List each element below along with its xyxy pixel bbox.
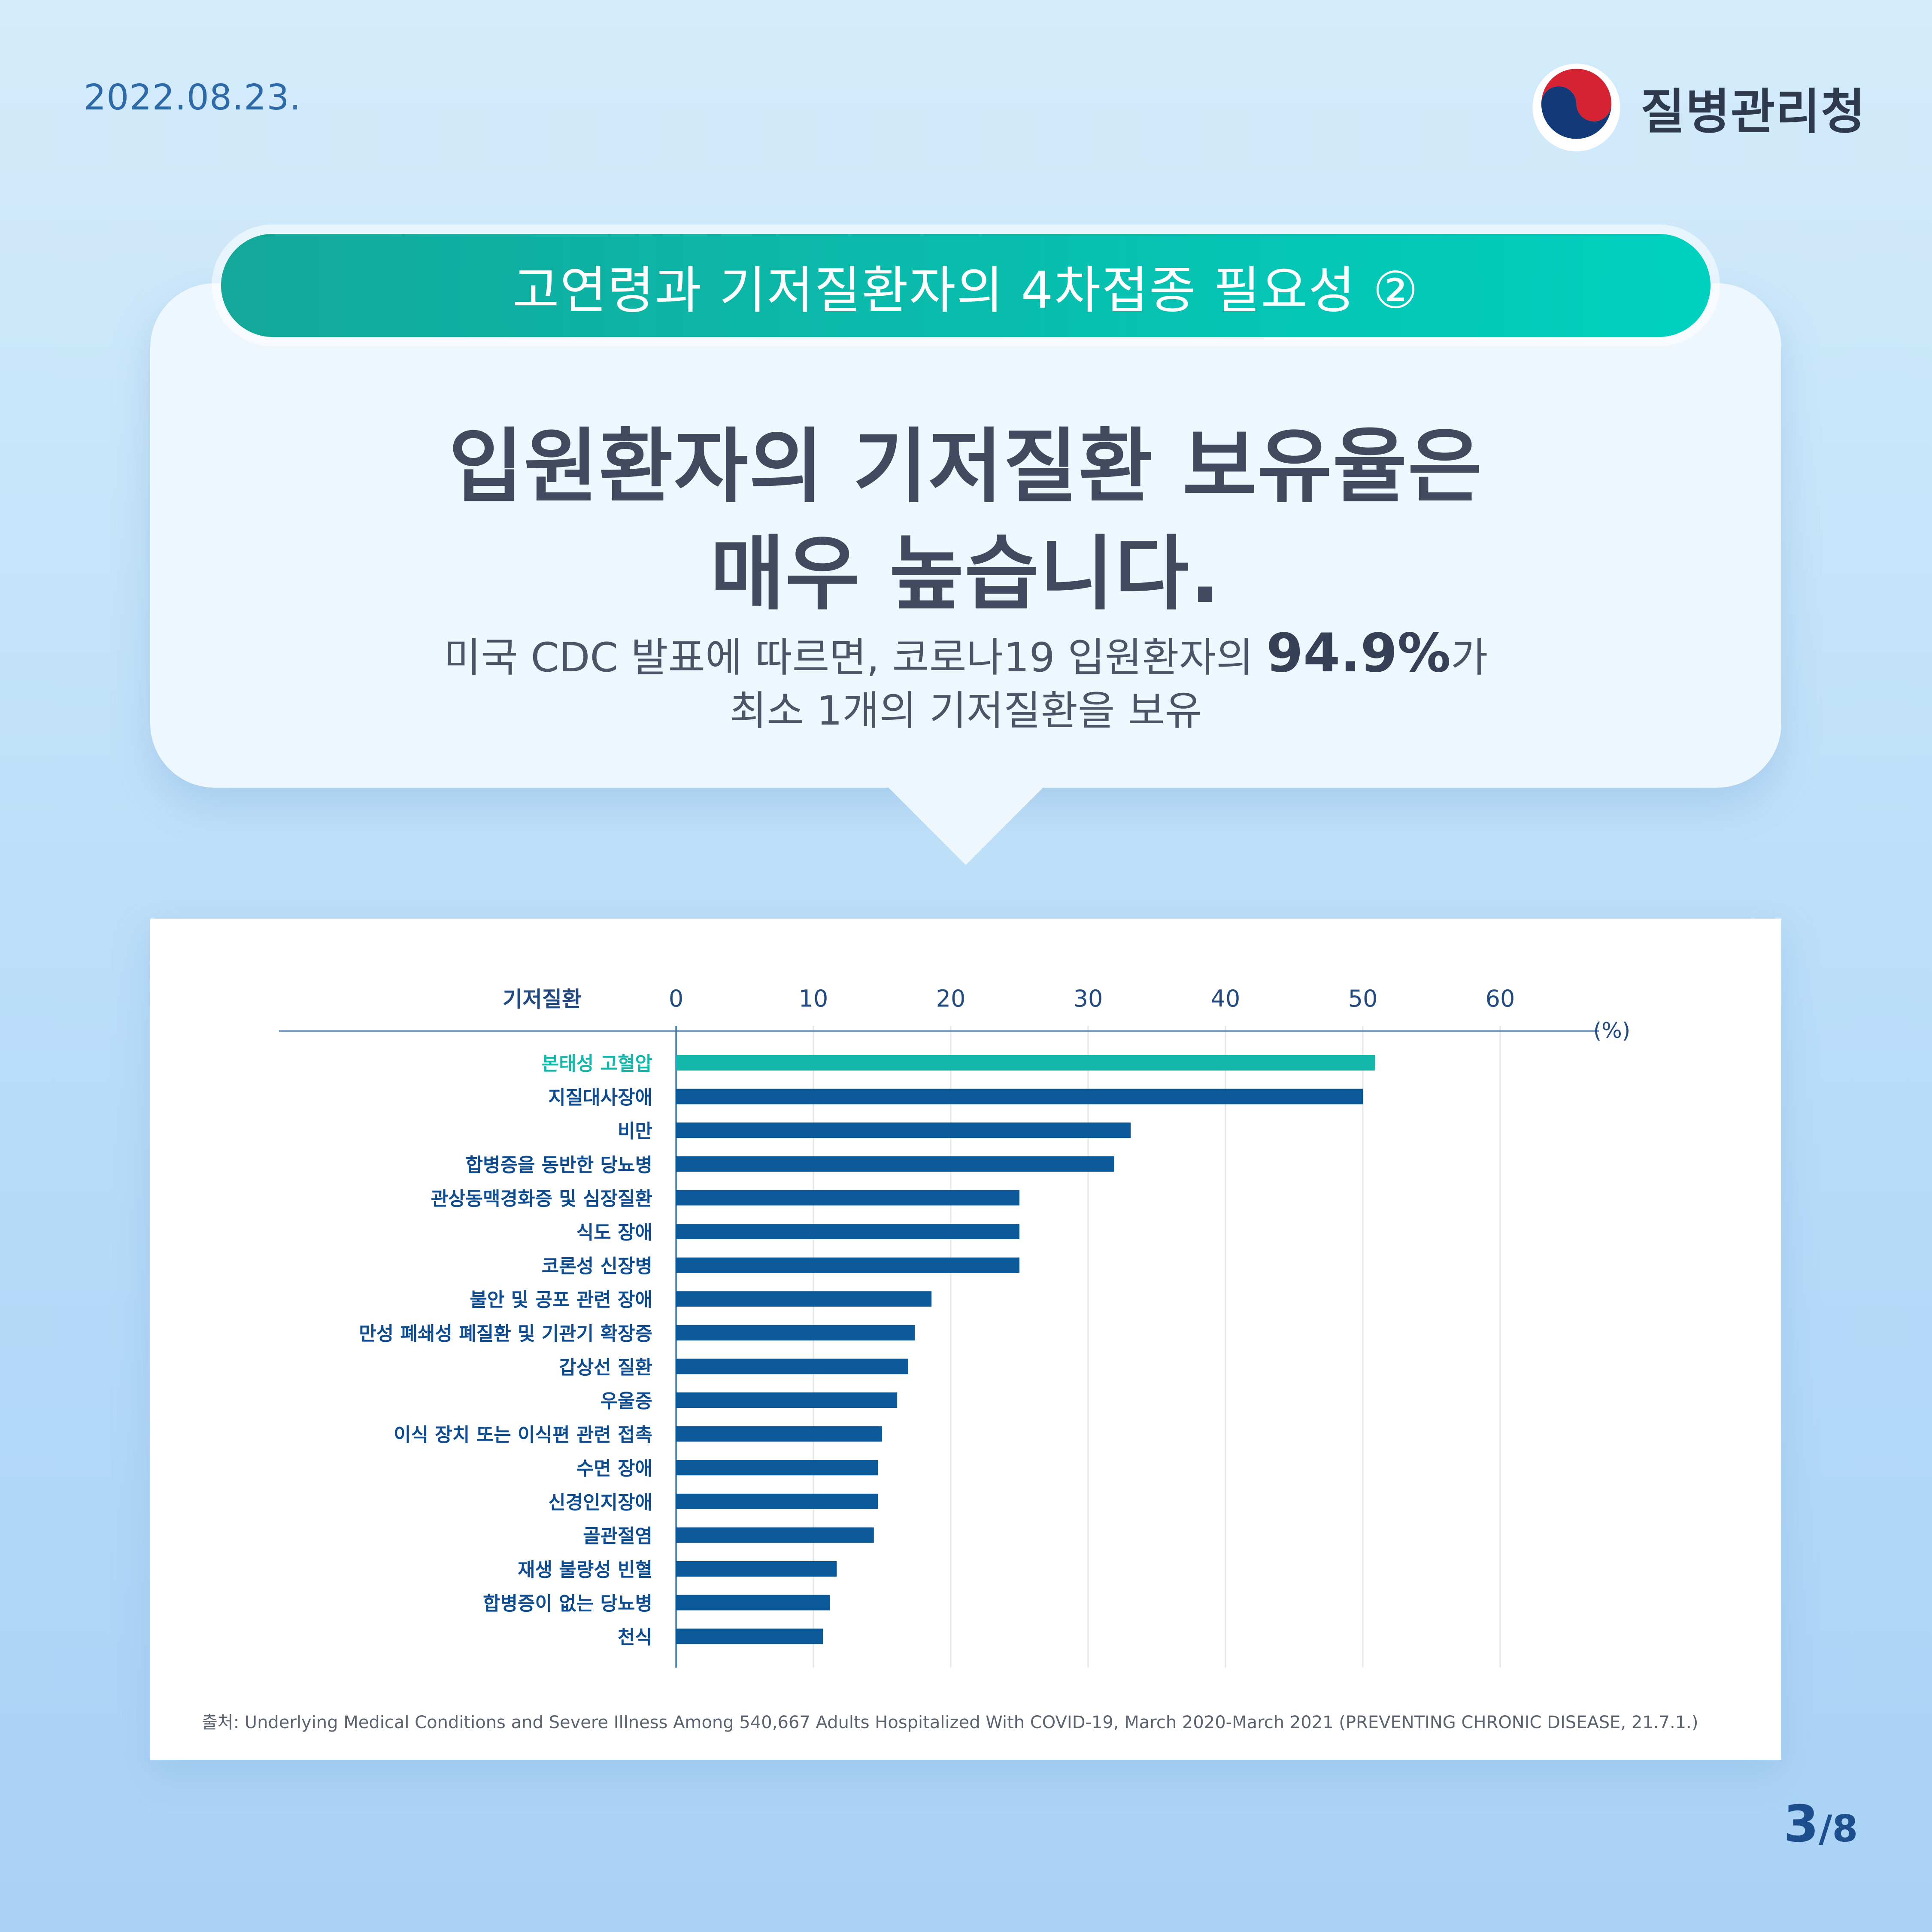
category-label: 천식 bbox=[618, 1626, 652, 1648]
unit-label: (%) bbox=[1593, 1018, 1631, 1043]
subtext-line-1: 미국 CDC 발표에 따르면, 코로나19 입원환자의 94.9%가 bbox=[150, 622, 1781, 684]
source-note: 출처: Underlying Medical Conditions and Se… bbox=[202, 1713, 1698, 1732]
bar-12 bbox=[676, 1426, 882, 1442]
category-label: 코론성 신장병 bbox=[542, 1256, 652, 1277]
bar-1 bbox=[676, 1055, 1375, 1071]
x-tick-label: 40 bbox=[1211, 985, 1240, 1012]
category-label: 만성 폐쇄성 폐질환 및 기관기 확장증 bbox=[359, 1323, 652, 1345]
bar-10 bbox=[676, 1359, 908, 1374]
bar-6 bbox=[676, 1224, 1019, 1239]
bar-15 bbox=[676, 1527, 874, 1543]
x-tick-label: 60 bbox=[1486, 985, 1515, 1012]
category-label: 우울증 bbox=[601, 1390, 652, 1412]
category-label: 본태성 고혈압 bbox=[542, 1053, 652, 1075]
bar-3 bbox=[676, 1122, 1131, 1138]
page-indicator: 3/8 bbox=[1783, 1794, 1858, 1853]
bar-16 bbox=[676, 1561, 837, 1577]
org-name: 질병관리청 bbox=[1641, 84, 1866, 140]
category-label: 골관절염 bbox=[583, 1525, 652, 1547]
category-label: 합병증이 없는 당뇨병 bbox=[483, 1593, 652, 1615]
subtext-line-2: 최소 1개의 기저질환을 보유 bbox=[729, 688, 1202, 734]
bar-8 bbox=[676, 1291, 932, 1307]
bar-chart: 기저질환 0 10 20 30 40 50 60 (%) 본태성 고혈압지질대사장애비만합병증을 … bbox=[279, 985, 1631, 1668]
category-label: 재생 불량성 빈혈 bbox=[518, 1559, 652, 1581]
speech-bubble-tail bbox=[889, 788, 1043, 865]
category-label: 합병증을 동반한 당뇨병 bbox=[466, 1154, 652, 1176]
speech-bubble bbox=[150, 283, 1781, 788]
category-label: 관상동맥경화증 및 심장질환 bbox=[431, 1188, 652, 1210]
bar-17 bbox=[676, 1595, 830, 1611]
bar-9 bbox=[676, 1325, 915, 1341]
date-label: 2022.08.23. bbox=[84, 77, 301, 118]
bar-18 bbox=[676, 1629, 823, 1644]
subtext-suffix: 가 bbox=[1450, 634, 1488, 681]
category-label: 신경인지장애 bbox=[548, 1492, 652, 1513]
x-tick-label: 0 bbox=[669, 985, 683, 1012]
category-label: 갑상선 질환 bbox=[559, 1356, 652, 1378]
category-label: 이식 장치 또는 이식편 관련 접촉 bbox=[394, 1424, 652, 1446]
category-label: 지질대사장애 bbox=[548, 1087, 652, 1109]
topic-banner: 고연령과 기저질환자의 4차접종 필요성 ② bbox=[221, 234, 1711, 337]
bar-2 bbox=[676, 1089, 1363, 1104]
category-label: 식도 장애 bbox=[576, 1222, 652, 1244]
headline-line-2: 매우 높습니다. bbox=[710, 527, 1222, 621]
x-tick-label: 20 bbox=[936, 985, 966, 1012]
page-current: 3 bbox=[1783, 1794, 1819, 1853]
bar-13 bbox=[676, 1460, 878, 1476]
bar-5 bbox=[676, 1190, 1019, 1206]
category-label: 수면 장애 bbox=[576, 1458, 652, 1480]
bar-7 bbox=[676, 1257, 1019, 1273]
category-header: 기저질환 bbox=[503, 987, 582, 1012]
category-label: 불안 및 공포 관련 장애 bbox=[470, 1289, 652, 1311]
taegeuk-emblem-icon bbox=[1532, 64, 1620, 152]
x-tick-label: 10 bbox=[799, 985, 828, 1012]
bar-11 bbox=[676, 1392, 898, 1408]
bar-14 bbox=[676, 1493, 878, 1509]
kdca-logo: 질병관리청 bbox=[1530, 61, 1866, 154]
subtext-highlight-value: 94.9% bbox=[1266, 622, 1451, 684]
bar-4 bbox=[676, 1156, 1114, 1172]
headline-line-1: 입원환자의 기저질환 보유율은 bbox=[449, 420, 1483, 514]
category-label: 비만 bbox=[618, 1120, 652, 1142]
subtext-prefix: 미국 CDC 발표에 따르면, 코로나19 입원환자의 bbox=[443, 634, 1266, 681]
x-tick-label: 50 bbox=[1348, 985, 1378, 1012]
x-tick-label: 30 bbox=[1074, 985, 1103, 1012]
page-total: /8 bbox=[1819, 1808, 1858, 1850]
